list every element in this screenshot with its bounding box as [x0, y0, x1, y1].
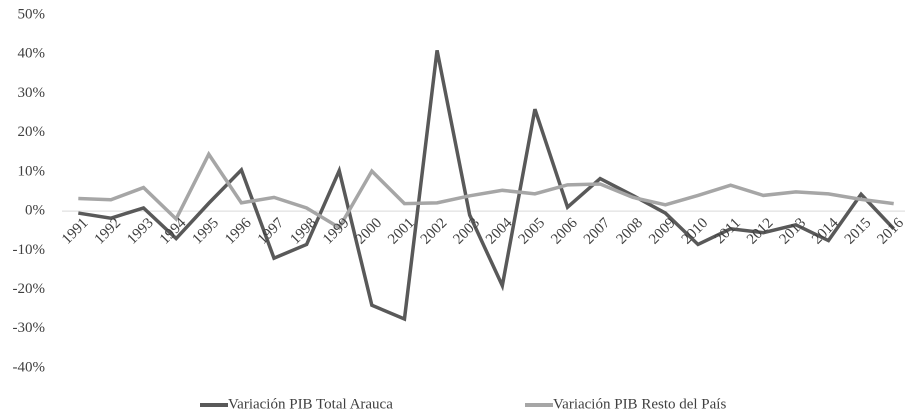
- x-tick-label: 1992: [92, 215, 125, 248]
- y-tick-label: -40%: [13, 359, 46, 375]
- x-tick-label: 1998: [287, 215, 320, 248]
- y-tick-label: 0%: [25, 203, 45, 219]
- x-tick-label: 2008: [614, 215, 647, 248]
- series-line: [78, 150, 894, 231]
- x-tick-label: 1991: [59, 215, 92, 248]
- x-tick-label: 2006: [548, 215, 581, 248]
- x-tick-label: 2007: [581, 215, 614, 248]
- x-tick-label: 2011: [712, 215, 744, 247]
- y-tick-label: -10%: [13, 242, 46, 258]
- x-tick-label: 2016: [874, 215, 907, 248]
- y-tick-label: 50%: [18, 6, 46, 22]
- y-tick-label: 30%: [18, 85, 46, 101]
- y-tick-label: 40%: [18, 46, 46, 62]
- y-tick-label: 10%: [18, 163, 46, 179]
- series-line: [78, 49, 895, 322]
- y-tick-label: -30%: [13, 320, 46, 336]
- x-tick-label: 2013: [777, 215, 810, 248]
- legend-item: Variación PIB Resto del País: [525, 396, 726, 412]
- legend-label: Variación PIB Total Arauca: [228, 396, 393, 412]
- y-tick-label: -20%: [13, 281, 46, 297]
- y-tick-label: 20%: [18, 124, 46, 140]
- legend-label: Variación PIB Resto del País: [553, 396, 726, 412]
- x-tick-label: 1993: [124, 215, 157, 248]
- x-tick-label: 2015: [842, 215, 875, 248]
- legend-item: Variación PIB Total Arauca: [200, 396, 393, 412]
- x-tick-label: 2005: [516, 215, 549, 248]
- x-tick-label: 2002: [418, 215, 451, 248]
- x-tick-label: 1996: [222, 215, 255, 248]
